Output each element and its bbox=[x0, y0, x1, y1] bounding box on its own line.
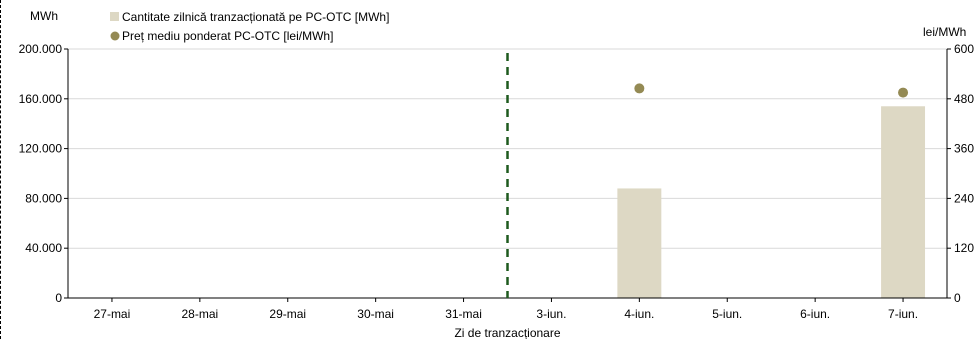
y-right-tick-label: 480 bbox=[954, 92, 974, 106]
x-tick-label: 4-iun. bbox=[624, 307, 654, 321]
x-tick-label: 3-iun. bbox=[536, 307, 566, 321]
legend-swatch-quantity bbox=[110, 12, 119, 21]
y-left-tick-label: 0 bbox=[55, 291, 62, 305]
x-tick-label: 30-mai bbox=[357, 307, 394, 321]
price-point-7-iun. bbox=[898, 87, 909, 98]
y-right-tick-label: 0 bbox=[954, 291, 961, 305]
y-right-axis-title: lei/MWh bbox=[923, 25, 966, 39]
page-left-border bbox=[0, 0, 1, 339]
x-tick-label: 28-mai bbox=[182, 307, 219, 321]
x-tick-label: 5-iun. bbox=[712, 307, 742, 321]
y-right-tick-label: 600 bbox=[954, 42, 974, 56]
y-left-tick-label: 200.000 bbox=[19, 42, 63, 56]
y-right-tick-label: 120 bbox=[954, 241, 974, 255]
y-left-axis-title: MWh bbox=[30, 9, 58, 23]
x-tick-label: 27-mai bbox=[94, 307, 131, 321]
x-axis-title: Zi de tranzacționare bbox=[454, 326, 560, 339]
bar-4-iun. bbox=[617, 188, 662, 298]
legend-label-quantity: Cantitate zilnică tranzacționată pe PC-O… bbox=[122, 10, 389, 24]
y-right-tick-label: 240 bbox=[954, 191, 974, 205]
x-tick-label: 6-iun. bbox=[800, 307, 830, 321]
x-tick-label: 31-mai bbox=[445, 307, 482, 321]
price-point-4-iun. bbox=[634, 83, 645, 94]
legend-swatch-price bbox=[110, 31, 120, 41]
bar-7-iun. bbox=[881, 106, 926, 299]
x-tick-label: 29-mai bbox=[269, 307, 306, 321]
x-tick-label: 7-iun. bbox=[888, 307, 918, 321]
y-left-tick-label: 120.000 bbox=[19, 142, 63, 156]
y-left-tick-label: 160.000 bbox=[19, 92, 63, 106]
legend-label-price: Preț mediu ponderat PC-OTC [lei/MWh] bbox=[122, 29, 333, 43]
y-right-tick-label: 360 bbox=[954, 142, 974, 156]
y-left-tick-label: 40.000 bbox=[25, 241, 62, 255]
y-left-tick-label: 80.000 bbox=[25, 191, 62, 205]
